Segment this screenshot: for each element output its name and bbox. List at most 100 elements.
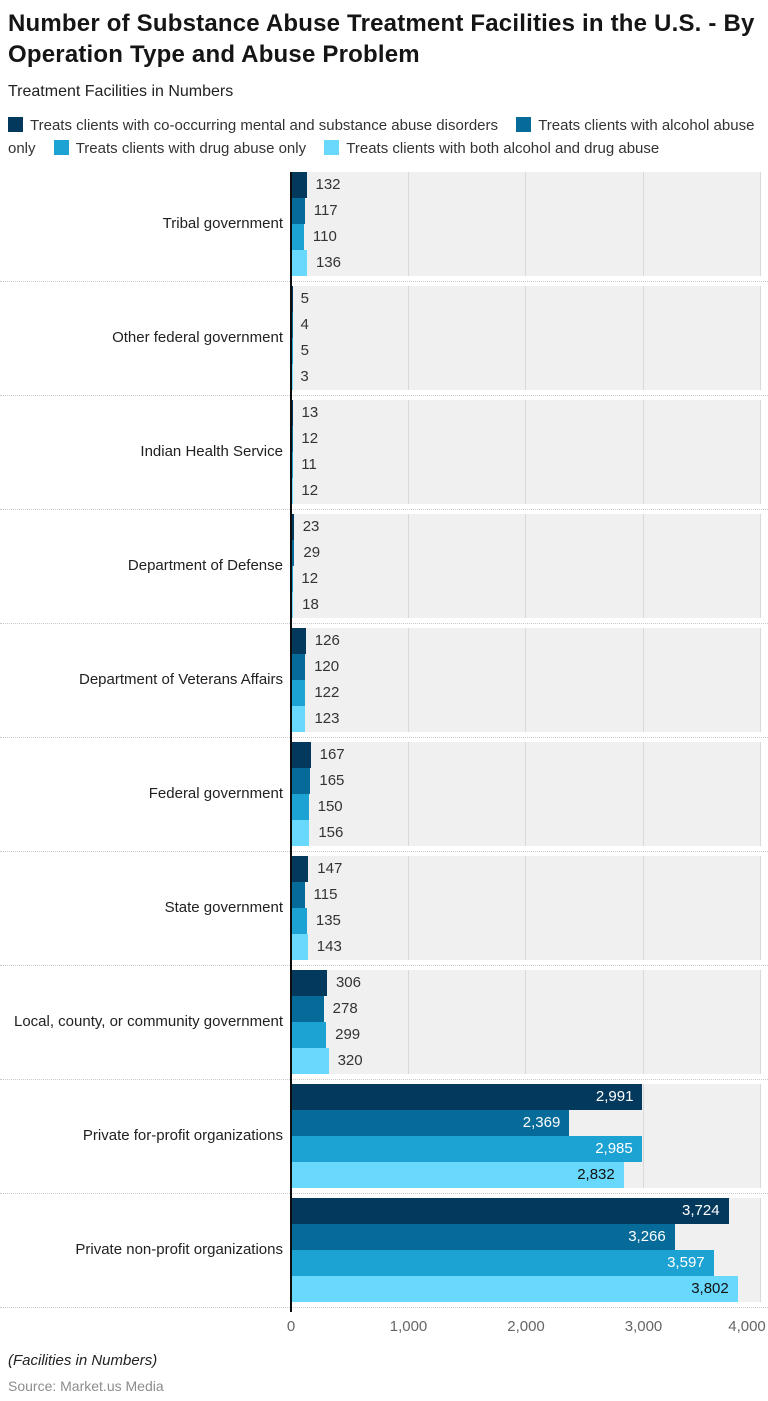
gridline <box>760 172 761 276</box>
bar[interactable] <box>291 1084 643 1110</box>
bar[interactable] <box>291 198 305 224</box>
bar[interactable] <box>291 1022 327 1048</box>
gridline <box>760 286 761 390</box>
category-label: Private for-profit organizations <box>82 1126 283 1144</box>
gridline <box>408 628 409 732</box>
chart-row: Department of Defense 23 29 12 18 <box>0 514 768 628</box>
category-label: Department of Veterans Affairs <box>78 670 283 688</box>
x-axis-ticks: 0 1,000 2,000 3,000 4,000 <box>0 1318 768 1340</box>
bar[interactable] <box>291 996 324 1022</box>
plot-band: 2,991 2,369 2,985 2,832 <box>291 1084 761 1188</box>
bar[interactable] <box>291 250 307 276</box>
gridline <box>643 1084 644 1188</box>
bar[interactable] <box>291 794 309 820</box>
value-label: 135 <box>315 912 341 929</box>
chart-row: Department of Veterans Affairs 126 120 122 1… <box>0 628 768 742</box>
gridline <box>408 970 409 1074</box>
value-label: 147 <box>317 860 343 877</box>
bar[interactable] <box>291 768 311 794</box>
legend-label: Treats clients with drug abuse only <box>75 140 307 158</box>
bar[interactable] <box>291 514 294 540</box>
bar[interactable] <box>291 1198 729 1224</box>
gridline <box>525 970 526 1074</box>
gridline <box>643 172 644 276</box>
value-label: 3 <box>300 368 309 385</box>
x-tick-label: 1,000 <box>389 1318 428 1335</box>
gridline <box>760 1198 761 1302</box>
bar[interactable] <box>291 1250 714 1276</box>
bar[interactable] <box>291 1136 642 1162</box>
legend-swatch-icon <box>8 117 23 133</box>
value-label: 13 <box>301 404 319 421</box>
value-label: 4 <box>300 316 309 333</box>
value-label: 5 <box>300 342 309 359</box>
chart-rows: Tribal government 132 117 110 136 Other feder… <box>0 172 768 1312</box>
gridline <box>408 742 409 846</box>
bar[interactable] <box>291 172 307 198</box>
value-label: 2,985 <box>595 1140 633 1157</box>
gridline <box>525 742 526 846</box>
value-label: 117 <box>313 202 338 219</box>
gridline <box>760 742 761 846</box>
bar[interactable] <box>291 540 295 566</box>
bar[interactable] <box>291 934 308 960</box>
bar[interactable] <box>291 882 305 908</box>
category-label: Tribal government <box>162 214 283 232</box>
legend-item-1[interactable]: Treats clients with alcohol abuse only <box>8 117 754 157</box>
value-label: 110 <box>312 228 337 245</box>
gridline <box>408 856 409 960</box>
legend-label: Treats clients with alcohol abuse only <box>8 117 755 158</box>
plot-band: 23 29 12 18 <box>291 514 761 618</box>
gridline <box>643 400 644 504</box>
gridline <box>643 742 644 846</box>
category-label: Federal government <box>148 784 283 802</box>
x-tick-label: 2,000 <box>507 1318 545 1335</box>
bar[interactable] <box>291 1048 329 1074</box>
plot-band: 126 120 122 123 <box>291 628 761 732</box>
source-credit: Source: Market.us Media <box>8 1378 164 1394</box>
gridline <box>643 628 644 732</box>
gridline <box>525 628 526 732</box>
bar[interactable] <box>291 742 311 768</box>
bar[interactable] <box>291 908 307 934</box>
bar[interactable] <box>291 592 294 618</box>
chart-header: Number of Substance Abuse Treatment Faci… <box>0 0 768 160</box>
value-label: 143 <box>316 938 342 955</box>
chart-row: Private for-profit organizations 2,991 2,3… <box>0 1084 768 1198</box>
bar[interactable] <box>291 1162 624 1188</box>
bar[interactable] <box>291 1224 675 1250</box>
bar[interactable] <box>291 224 304 250</box>
bar[interactable] <box>291 856 309 882</box>
gridline <box>408 172 409 276</box>
gridline <box>525 856 526 960</box>
bar[interactable] <box>291 680 306 706</box>
bar[interactable] <box>291 970 327 996</box>
gridline <box>760 1084 761 1188</box>
bar[interactable] <box>291 820 310 846</box>
bar[interactable] <box>291 628 306 654</box>
value-label: 278 <box>332 1000 358 1017</box>
chart-row: State government 147 115 135 143 <box>0 856 768 970</box>
category-label: Private non-profit organizations <box>75 1240 283 1258</box>
legend-item-2[interactable]: Treats clients with drug abuse only <box>53 140 320 158</box>
legend-label: Treats clients with co-occurring mental … <box>30 117 499 135</box>
value-label: 299 <box>335 1026 361 1043</box>
plot-band: 306 278 299 320 <box>291 970 761 1074</box>
gridline <box>760 514 761 618</box>
bar[interactable] <box>291 1110 570 1136</box>
legend-swatch-icon <box>324 140 340 156</box>
legend-swatch-icon <box>516 117 532 133</box>
value-label: 126 <box>314 632 340 649</box>
bar[interactable] <box>291 654 306 680</box>
bar[interactable] <box>291 706 306 732</box>
value-label: 11 <box>301 456 317 473</box>
chart-subtitle: Treatment Facilities in Numbers <box>8 83 234 101</box>
value-label: 2,832 <box>577 1166 615 1183</box>
gridline <box>760 856 761 960</box>
chart-row: Federal government 167 165 150 156 <box>0 742 768 856</box>
legend-item-3[interactable]: Treats clients with both alcohol and dru… <box>324 140 673 157</box>
bar[interactable] <box>291 1276 738 1302</box>
value-label: 167 <box>319 746 345 763</box>
legend-item-0[interactable]: Treats clients with co-occurring mental … <box>8 117 512 134</box>
value-label: 2,991 <box>595 1088 634 1105</box>
